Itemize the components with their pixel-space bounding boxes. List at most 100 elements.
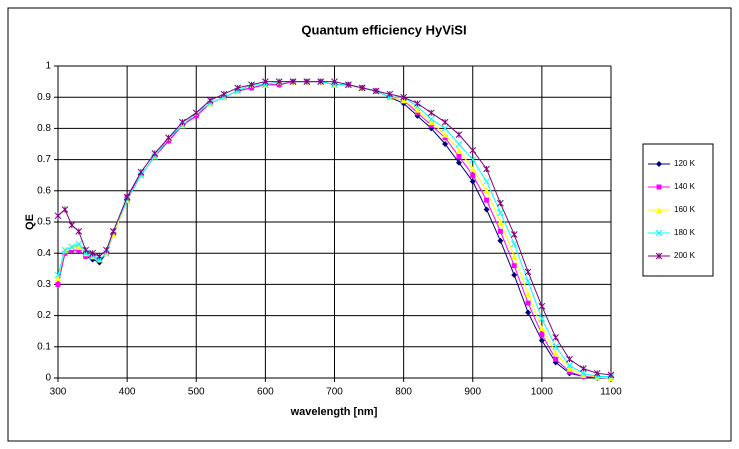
y-axis-title: QE — [24, 214, 36, 230]
marker — [69, 247, 75, 253]
marker — [469, 165, 476, 172]
marker — [317, 78, 325, 85]
marker — [607, 371, 615, 379]
marker — [206, 100, 214, 107]
y-tick-label: 0.9 — [37, 92, 51, 103]
marker — [497, 199, 504, 207]
marker — [483, 178, 490, 185]
marker — [469, 146, 477, 154]
marker — [428, 122, 434, 128]
marker — [151, 153, 159, 160]
marker — [455, 159, 462, 166]
marker — [538, 325, 545, 332]
x-tick-label: 600 — [257, 387, 274, 398]
marker — [358, 84, 366, 92]
marker — [580, 371, 587, 378]
marker — [483, 206, 490, 213]
marker — [137, 171, 145, 179]
marker — [75, 243, 82, 250]
marker — [54, 212, 62, 220]
marker — [76, 247, 82, 253]
marker — [109, 228, 117, 235]
y-tick-label: 0.7 — [37, 154, 51, 165]
y-tick-label: 0.5 — [37, 217, 51, 228]
marker — [470, 172, 476, 178]
marker — [276, 82, 282, 88]
x-tick-label: 300 — [50, 387, 67, 398]
marker — [524, 268, 532, 276]
marker — [442, 135, 448, 141]
marker — [567, 369, 573, 375]
marker — [441, 118, 449, 126]
marker — [96, 256, 103, 263]
marker — [511, 253, 518, 260]
marker — [331, 81, 338, 89]
marker — [123, 193, 131, 201]
marker — [75, 240, 83, 248]
x-tick-label: 500 — [188, 387, 205, 398]
marker — [524, 277, 532, 285]
marker — [68, 243, 76, 251]
marker — [303, 78, 311, 85]
marker — [372, 87, 380, 95]
marker — [206, 96, 214, 104]
legend-label: 120 K — [674, 159, 696, 168]
marker — [192, 109, 200, 117]
marker — [179, 118, 186, 126]
marker — [414, 110, 420, 116]
legend-marker — [655, 229, 663, 237]
marker — [275, 78, 283, 85]
marker — [83, 253, 89, 259]
marker — [593, 373, 601, 380]
marker — [539, 331, 545, 337]
marker — [566, 355, 573, 363]
marker — [455, 140, 463, 148]
marker — [469, 156, 477, 163]
marker — [511, 263, 517, 269]
marker — [262, 81, 269, 89]
marker — [497, 228, 503, 234]
x-tick-label: 1000 — [531, 387, 554, 398]
marker — [82, 246, 90, 254]
legend-marker — [656, 207, 662, 213]
marker — [62, 250, 68, 256]
marker — [538, 337, 545, 344]
marker — [55, 281, 61, 287]
marker — [400, 93, 407, 101]
marker — [61, 246, 69, 254]
x-axis-title: wavelength [nm] — [290, 406, 378, 418]
marker — [331, 78, 338, 85]
marker — [249, 85, 255, 91]
marker — [525, 300, 531, 306]
marker — [608, 375, 614, 381]
marker — [61, 206, 69, 213]
marker — [103, 249, 110, 257]
marker — [566, 365, 573, 372]
marker — [553, 356, 559, 362]
marker — [442, 131, 449, 138]
marker — [248, 81, 255, 89]
marker — [525, 309, 532, 316]
marker — [55, 275, 61, 282]
x-tick-label: 800 — [395, 387, 412, 398]
y-tick-label: 1 — [45, 61, 51, 72]
marker — [511, 272, 518, 279]
marker — [103, 246, 110, 254]
marker — [456, 153, 462, 159]
marker — [166, 138, 172, 144]
marker — [579, 365, 587, 372]
legend-marker — [655, 252, 663, 260]
marker — [427, 109, 435, 117]
marker — [414, 100, 421, 107]
y-tick-label: 0.2 — [37, 310, 51, 321]
marker — [510, 240, 518, 248]
x-tick-label: 700 — [326, 387, 343, 398]
marker — [96, 252, 103, 260]
marker — [497, 209, 504, 216]
y-tick-label: 0.6 — [37, 185, 51, 196]
x-tick-label: 1100 — [600, 387, 622, 398]
marker — [137, 168, 145, 176]
marker — [593, 369, 601, 377]
marker — [193, 113, 199, 119]
